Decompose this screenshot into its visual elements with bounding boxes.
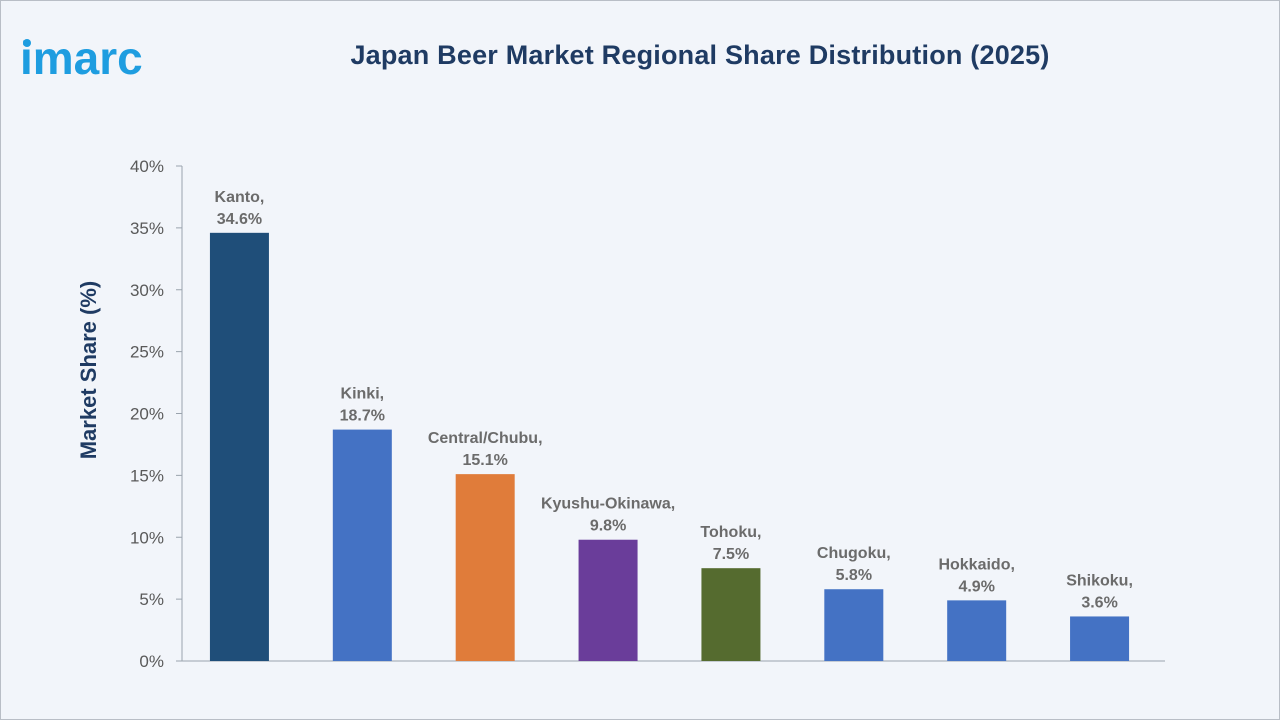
category-label: Tohoku, [700, 524, 761, 541]
y-tick-label: 35% [130, 219, 164, 238]
value-label: 3.6% [1081, 594, 1117, 611]
bar-chugoku [824, 589, 884, 661]
bar-hokkaido [947, 600, 1007, 661]
data-labels: Kanto, 34.6% Kinki, 18.7% Central/Chubu, 15.1… [215, 189, 1133, 612]
category-label: Shikoku, [1066, 572, 1133, 589]
y-axis-label: Market Share (%) [76, 281, 101, 460]
value-label: 18.7% [340, 408, 385, 425]
category-label: Chugoku, [817, 545, 891, 562]
category-label: Kinki, [341, 386, 385, 403]
category-label: Central/Chubu, [428, 430, 543, 447]
y-tick-label: 15% [130, 466, 164, 485]
bar-shikoku [1070, 616, 1130, 661]
y-tick-label: 20% [130, 405, 164, 424]
y-tick-label: 5% [139, 590, 164, 609]
value-label: 5.8% [836, 567, 872, 584]
y-tick-label: 40% [130, 157, 164, 176]
axes: 0% 5% 10% 15% 20% 25% 30% 35% 40% [130, 157, 1165, 671]
y-tick-label: 25% [130, 343, 164, 362]
category-label: Kanto, [215, 189, 265, 206]
bar-tohoku [701, 568, 761, 661]
y-tick-label: 30% [130, 281, 164, 300]
category-label: Kyushu-Okinawa, [541, 496, 675, 513]
value-label: 15.1% [463, 452, 508, 469]
bar-kinki [332, 429, 392, 661]
value-label: 34.6% [217, 211, 262, 228]
value-label: 4.9% [958, 578, 994, 595]
bar-kanto [209, 232, 269, 661]
bars [209, 232, 1130, 661]
category-label: Hokkaido, [938, 556, 1014, 573]
y-tick-label: 0% [139, 652, 164, 671]
bar-kyushu-okinawa [578, 539, 638, 661]
value-label: 7.5% [713, 546, 749, 563]
bar-central-chubu [455, 474, 515, 661]
imarc-logo: imarc [20, 32, 143, 84]
y-tick-label: 10% [130, 528, 164, 547]
value-label: 9.8% [590, 518, 626, 535]
logo-text: imarc [20, 32, 143, 84]
chart-title: Japan Beer Market Regional Share Distrib… [350, 40, 1050, 70]
